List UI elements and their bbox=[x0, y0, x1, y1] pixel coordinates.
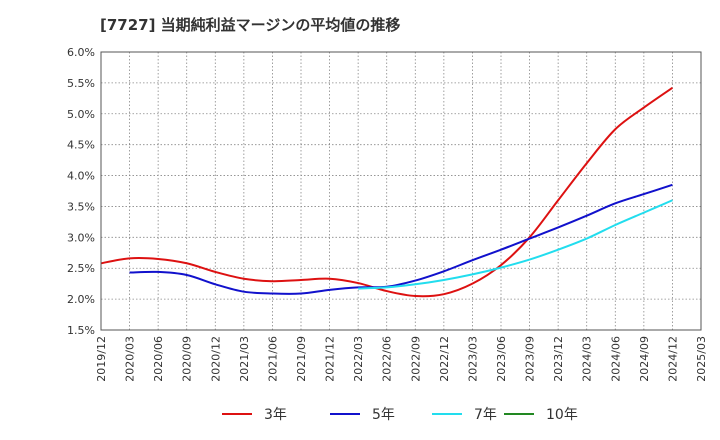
x-tick-label: 2024/03 bbox=[581, 336, 594, 382]
y-tick-label: 6.0% bbox=[67, 46, 95, 59]
y-tick-label: 1.5% bbox=[67, 324, 95, 337]
x-tick-label: 2023/03 bbox=[466, 336, 479, 382]
x-tick-label: 2022/03 bbox=[352, 336, 365, 382]
x-tick-label: 2024/06 bbox=[609, 336, 622, 382]
x-tick-label: 2021/03 bbox=[238, 336, 251, 382]
y-tick-label: 5.0% bbox=[67, 108, 95, 121]
legend-item-3: 10年 bbox=[504, 407, 578, 423]
y-tick-label: 2.5% bbox=[67, 262, 95, 275]
series-line-2 bbox=[358, 199, 673, 290]
x-tick-label: 2022/06 bbox=[381, 336, 394, 382]
x-tick-label: 2023/06 bbox=[495, 336, 508, 382]
x-tick-label: 2025/03 bbox=[695, 336, 708, 382]
legend-item-0: 3年 bbox=[222, 407, 287, 423]
legend-label: 7年 bbox=[474, 407, 497, 423]
y-tick-label: 5.5% bbox=[67, 77, 95, 90]
legend-label: 10年 bbox=[546, 407, 578, 423]
x-tick-label: 2020/03 bbox=[124, 336, 137, 382]
y-axis-ticks: 1.5% 2.0% 2.5% 3.0% 3.5% 4.0% 4.5% 5.0% 5.5% 6.0% bbox=[67, 46, 95, 337]
x-tick-label: 2024/09 bbox=[638, 336, 651, 382]
y-tick-label: 3.0% bbox=[67, 231, 95, 244]
x-tick-label: 2020/06 bbox=[152, 336, 165, 382]
legend-label: 3年 bbox=[264, 407, 287, 423]
x-tick-label: 2022/12 bbox=[438, 336, 451, 382]
x-tick-label: 2021/09 bbox=[295, 336, 308, 382]
x-tick-label: 2020/12 bbox=[209, 336, 222, 382]
x-tick-label: 2023/09 bbox=[524, 336, 537, 382]
y-tick-label: 4.0% bbox=[67, 170, 95, 183]
x-tick-label: 2019/12 bbox=[95, 336, 108, 382]
y-tick-label: 3.5% bbox=[67, 200, 95, 213]
x-axis-ticks: 2019/12 2020/03 2020/06 2020/09 2020/12 2021/… bbox=[95, 336, 708, 382]
plot-frame bbox=[100, 51, 702, 331]
legend-item-2: 7年 bbox=[432, 407, 497, 423]
y-tick-label: 2.0% bbox=[67, 293, 95, 306]
x-tick-label: 2020/09 bbox=[181, 336, 194, 382]
chart-title: [7727] 当期純利益マージンの平均値の推移 bbox=[100, 16, 401, 34]
x-tick-label: 2022/09 bbox=[409, 336, 422, 382]
x-tick-label: 2021/06 bbox=[266, 336, 279, 382]
x-tick-label: 2021/12 bbox=[324, 336, 337, 382]
x-tick-label: 2023/12 bbox=[552, 336, 565, 382]
series-lines bbox=[100, 87, 673, 298]
grid bbox=[100, 51, 702, 331]
x-tick-label: 2024/12 bbox=[666, 336, 679, 382]
y-tick-label: 4.5% bbox=[67, 139, 95, 152]
series-line-0 bbox=[100, 87, 673, 298]
series-line-1 bbox=[129, 183, 673, 295]
legend-label: 5年 bbox=[372, 407, 395, 423]
legend: 3年 5年 7年 10年 bbox=[222, 407, 578, 423]
legend-item-1: 5年 bbox=[330, 407, 395, 423]
